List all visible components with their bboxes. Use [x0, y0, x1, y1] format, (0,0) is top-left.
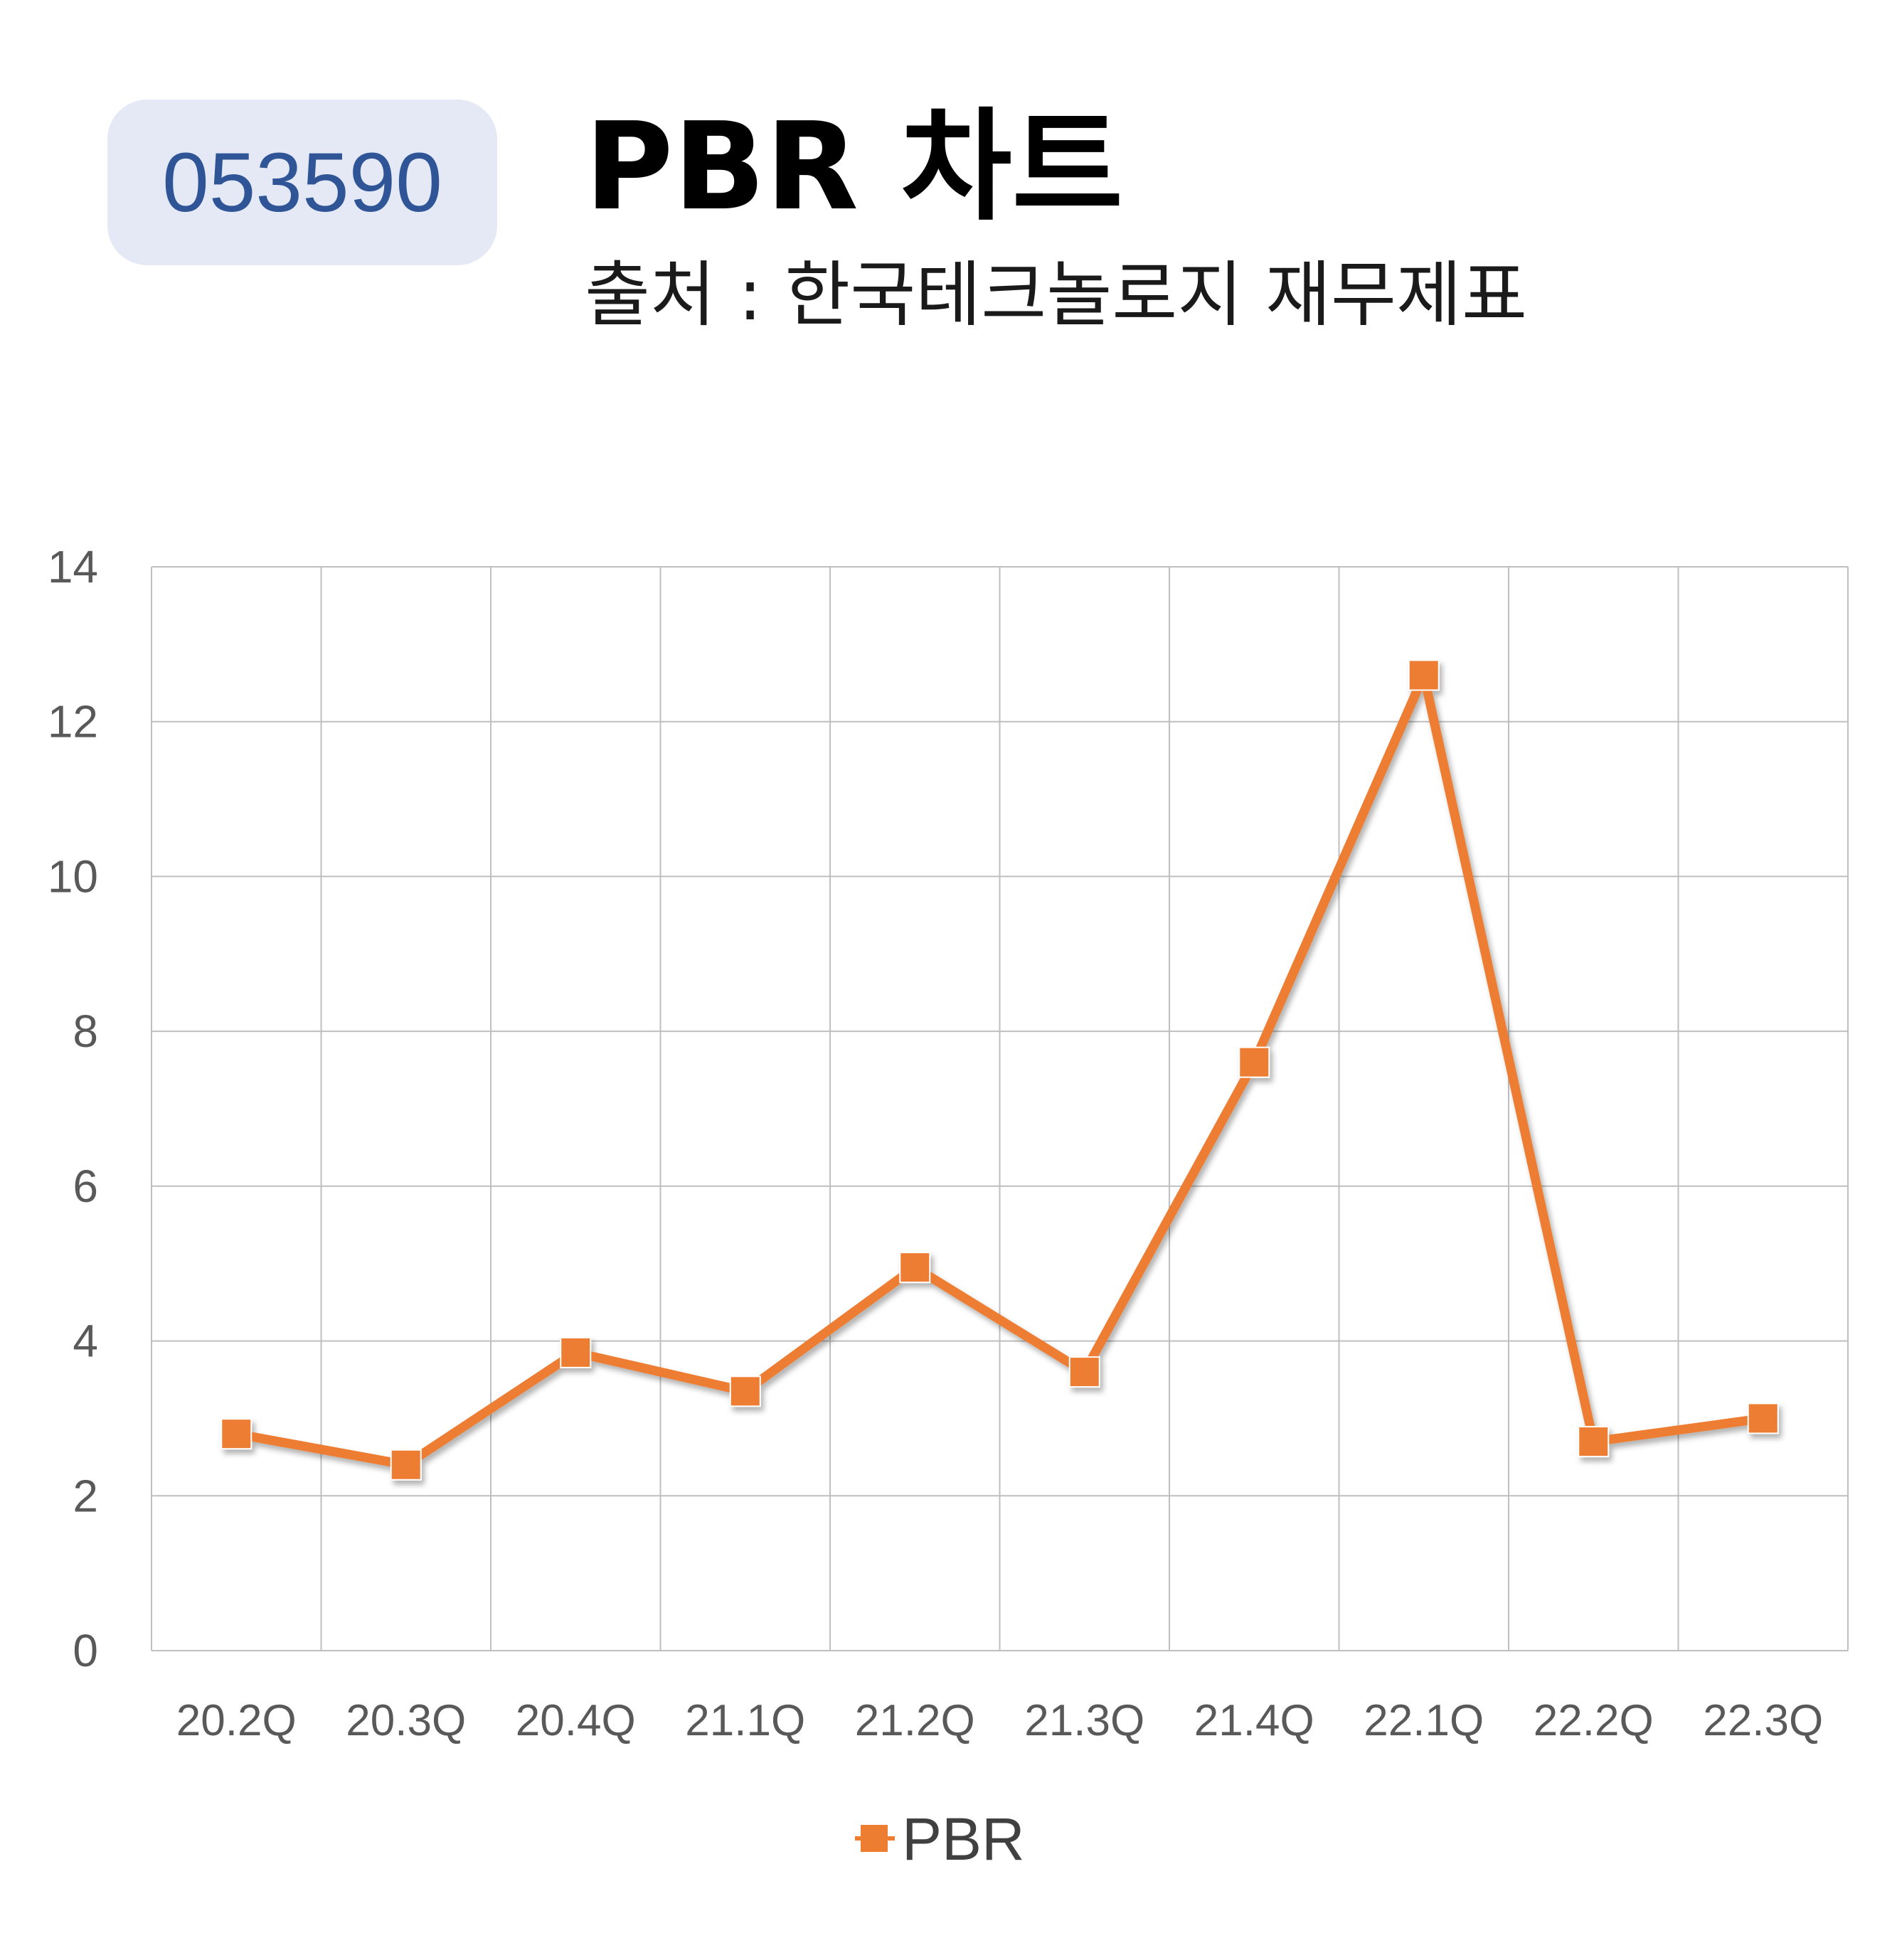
x-tick-label: 20.4Q: [516, 1696, 636, 1745]
y-axis-ticks: 0 2 4 6 8 10 12 14: [48, 541, 98, 1676]
data-point-marker: [1578, 1426, 1610, 1458]
stock-code: 053590: [162, 135, 442, 230]
grid-lines: [151, 566, 1849, 1651]
data-point-marker: [899, 1252, 931, 1284]
x-tick-label: 22.3Q: [1703, 1696, 1823, 1745]
y-tick-label: 10: [48, 851, 98, 902]
x-tick-label: 21.2Q: [855, 1696, 975, 1745]
x-tick-label: 22.1Q: [1364, 1696, 1484, 1745]
x-tick-label: 21.4Q: [1194, 1696, 1314, 1745]
data-point-marker: [1068, 1356, 1100, 1388]
y-tick-label: 6: [73, 1161, 98, 1212]
y-tick-label: 0: [73, 1625, 98, 1676]
y-tick-label: 2: [73, 1470, 98, 1521]
data-point-marker: [560, 1336, 592, 1368]
x-axis-ticks: 20.2Q 20.3Q 20.4Q 21.1Q 21.2Q 21.3Q 21.4Q 22.1Q…: [176, 1696, 1823, 1745]
x-tick-label: 20.3Q: [346, 1696, 466, 1745]
chart-title: PBR 차트: [585, 97, 1124, 238]
data-point-marker: [1747, 1402, 1779, 1434]
legend-label: PBR: [902, 1806, 1025, 1873]
y-tick-label: 8: [73, 1006, 98, 1057]
legend-marker: [861, 1825, 888, 1852]
chart-subtitle: 출처 : 한국테크놀로지 재무제표: [585, 253, 1528, 336]
data-point-marker: [1408, 659, 1440, 691]
x-tick-label: 21.3Q: [1024, 1696, 1144, 1745]
data-point-marker: [1238, 1046, 1270, 1078]
x-tick-label: 20.2Q: [176, 1696, 297, 1745]
data-point-marker: [220, 1418, 253, 1450]
legend: PBR: [855, 1806, 1025, 1873]
x-tick-label: 22.2Q: [1534, 1696, 1654, 1745]
y-tick-label: 14: [48, 541, 98, 592]
y-tick-label: 12: [48, 696, 98, 747]
y-tick-label: 4: [73, 1316, 98, 1367]
stock-code-badge: 053590: [107, 100, 497, 265]
data-point-marker: [390, 1449, 422, 1481]
x-tick-label: 21.1Q: [685, 1696, 805, 1745]
series-line: [235, 670, 1764, 1470]
series-pbr: [220, 659, 1779, 1481]
data-point-marker: [729, 1375, 761, 1407]
